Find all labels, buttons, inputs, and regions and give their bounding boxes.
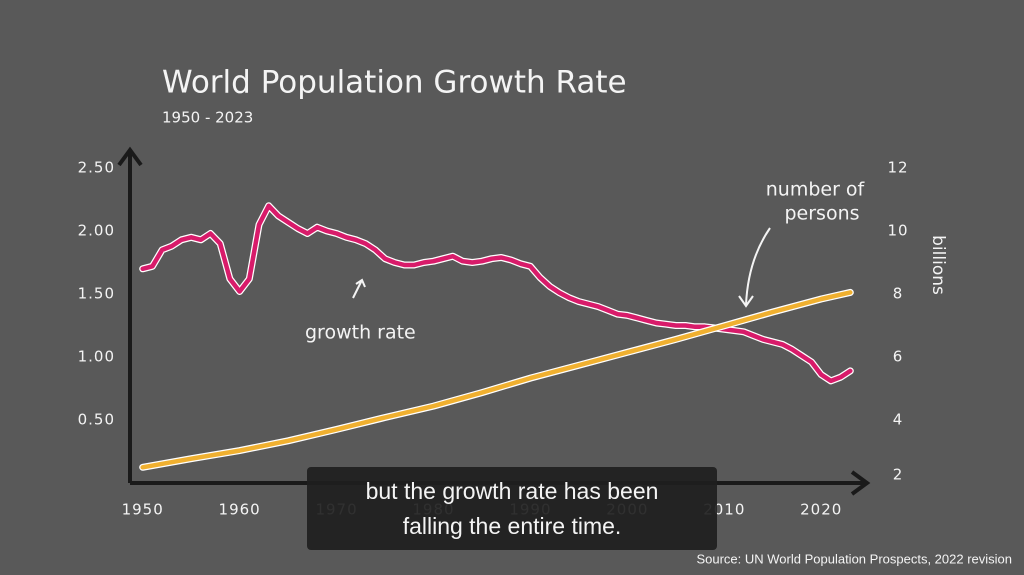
caption: but the growth rate has been	[366, 478, 659, 504]
annotation: growth rate	[305, 322, 416, 344]
y2-tick-label: 2	[893, 466, 904, 484]
y-tick-label: 2.50	[78, 159, 115, 177]
plot: 0.501.001.502.002.5024681012195019601970…	[78, 159, 908, 519]
annotation-arrow	[352, 278, 366, 299]
chart-subtitle: 1950 - 2023	[162, 109, 253, 127]
y2-tick-label: 8	[893, 285, 904, 303]
x-tick-label: 2020	[800, 501, 842, 519]
annotation: number of	[766, 179, 866, 201]
line	[140, 290, 853, 470]
annotation-arrow	[738, 227, 771, 308]
chart-title: World Population Growth Rate	[162, 65, 627, 101]
x-tick-label: 1960	[219, 501, 261, 519]
y-tick-label: 1.50	[78, 285, 115, 303]
y2-tick-label: 6	[893, 348, 904, 366]
y2-tick-label: 12	[887, 159, 908, 177]
caption-box	[307, 467, 717, 550]
caption: falling the entire time.	[403, 513, 622, 539]
y2-axis-label: billions	[928, 235, 948, 295]
axis-arrow	[850, 470, 871, 496]
y2-tick-label: 4	[893, 411, 904, 429]
annotation: persons	[784, 203, 859, 225]
x-tick-label: 1950	[122, 501, 164, 519]
y-tick-label: 2.00	[78, 222, 115, 240]
line	[140, 203, 853, 384]
y2-tick-label: 10	[887, 222, 908, 240]
source: Source: UN World Population Prospects, 2…	[696, 551, 1012, 566]
y-tick-label: 0.50	[78, 411, 115, 429]
y-tick-label: 1.00	[78, 348, 115, 366]
axis-arrow	[117, 146, 143, 167]
